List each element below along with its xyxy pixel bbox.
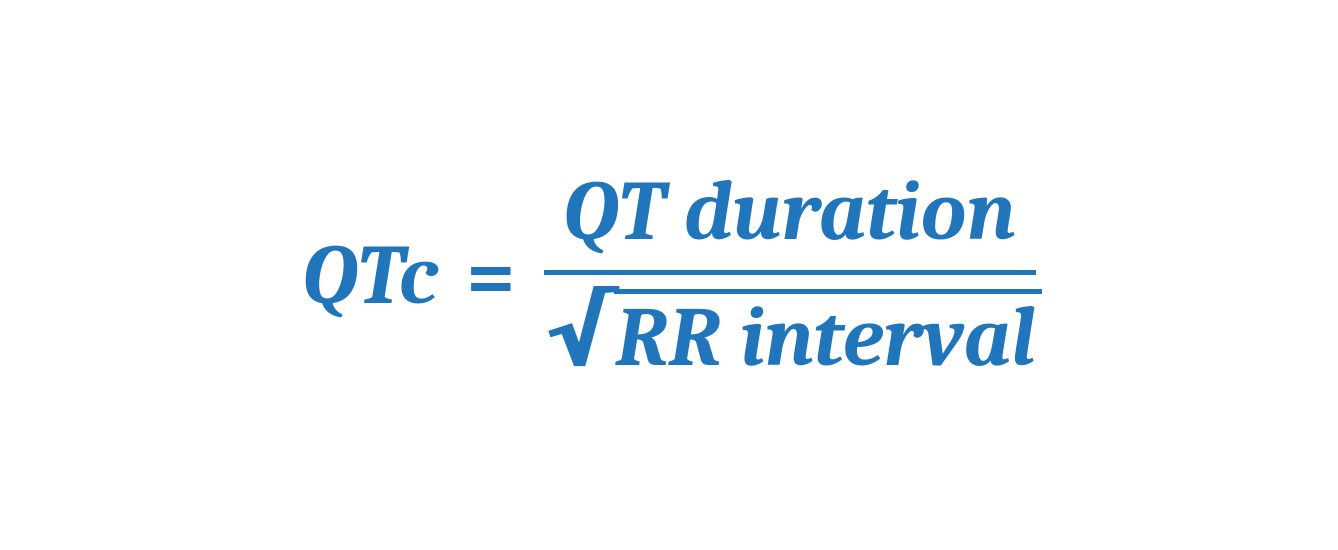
square-root-icon: √ [544,281,620,380]
numerator-qt-duration: QT duration [551,163,1027,270]
equation: QTc = QT duration √ RR interval [303,163,1036,388]
radicand-rr-interval: RR interval [616,296,1036,380]
lhs-qtc: QTc [303,227,439,324]
equals-sign: = [466,227,516,324]
denominator: √ RR interval [544,275,1036,388]
fraction: QT duration √ RR interval [544,163,1036,388]
formula-container: QTc = QT duration √ RR interval [0,0,1338,550]
radicand-wrap: RR interval [616,289,1036,380]
